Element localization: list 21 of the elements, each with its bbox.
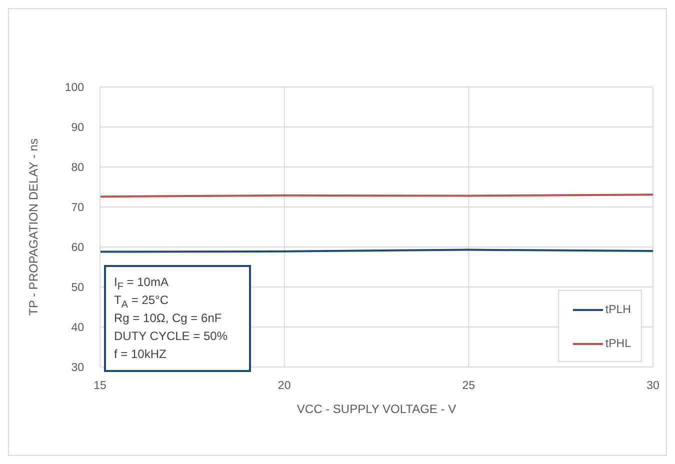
y-tick-label: 100: [64, 82, 84, 94]
y-tick-label: 30: [71, 362, 84, 374]
x-tick-label: 30: [646, 380, 660, 392]
y-axis-title: TP - PROPAGATION DELAY - ns: [26, 138, 40, 316]
x-tick-label: 15: [94, 380, 106, 392]
y-tick-label: 90: [71, 122, 84, 134]
legend-label: tPHL: [605, 338, 631, 350]
y-tick-label: 50: [71, 282, 84, 294]
annotation: Rg = 10Ω, Cg = 6nF: [114, 310, 223, 327]
annotation: f = 10kHZ: [114, 346, 168, 363]
y-tick-label: 60: [71, 242, 84, 254]
annotation: T$_{A}$ = 25°C: [114, 292, 170, 310]
x-tick-label: 25: [462, 380, 476, 392]
x-tick-label: 20: [278, 380, 291, 392]
y-tick-label: 70: [71, 202, 84, 214]
legend-label: tPLH: [605, 304, 631, 316]
annotation: I$_{F}$ = 10mA: [114, 274, 170, 292]
annotation: DUTY CYCLE = 50%: [114, 328, 228, 345]
y-tick-label: 40: [71, 322, 84, 334]
x-axis-title: VCC - SUPPLY VOLTAGE - V: [296, 402, 456, 416]
y-tick-label: 80: [71, 162, 84, 174]
